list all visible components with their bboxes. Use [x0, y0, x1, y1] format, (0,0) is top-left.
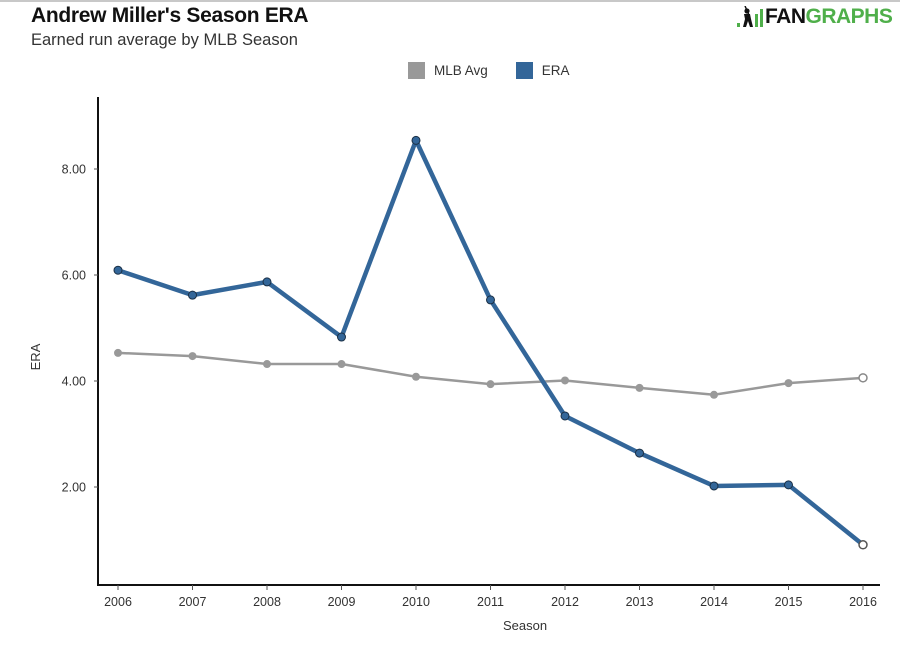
x-tick-label: 2016 — [849, 595, 877, 609]
legend-label-era: ERA — [541, 63, 570, 78]
data-point-era — [709, 481, 719, 491]
y-axis-title: ERA — [28, 343, 43, 370]
y-tick-label: 8.00 — [62, 163, 86, 177]
data-point-era — [411, 135, 421, 145]
data-point-era — [188, 290, 197, 300]
chart-subtitle: Earned run average by MLB Season — [31, 31, 298, 49]
data-point-mlb-avg — [412, 372, 420, 381]
x-tick-label: 2012 — [551, 595, 579, 609]
data-point-era — [560, 411, 570, 421]
data-point-mlb-avg — [114, 348, 122, 357]
x-axis-title: Season — [503, 618, 547, 633]
data-point-mlb-avg — [561, 376, 569, 385]
legend-item-era[interactable]: ERA — [515, 62, 570, 79]
y-tick-label: 2.00 — [62, 481, 86, 495]
series-line-mlb-avg — [116, 351, 865, 397]
data-point-era — [113, 265, 123, 275]
x-tick-label: 2006 — [104, 595, 132, 609]
batter-silhouette-icon — [737, 5, 765, 28]
y-tick-label: 4.00 — [62, 375, 86, 389]
legend-item-mlb-avg[interactable]: MLB Avg — [408, 62, 488, 79]
logo-text-fan: FAN — [765, 5, 806, 28]
data-point-era — [486, 295, 495, 305]
data-point-era — [262, 277, 272, 287]
data-point-mlb-avg — [337, 360, 346, 369]
data-point-era — [858, 540, 868, 550]
x-tick-label: 2010 — [402, 595, 430, 609]
fangraphs-logo: FANGRAPHS — [737, 5, 893, 29]
data-point-era — [635, 448, 644, 458]
x-tick-label: 2014 — [700, 595, 728, 609]
x-tick-label: 2008 — [253, 595, 281, 609]
data-point-mlb-avg — [858, 373, 868, 383]
x-tick-label: 2013 — [626, 595, 654, 609]
legend-label-mlb-avg: MLB Avg — [434, 63, 488, 78]
data-point-mlb-avg — [188, 352, 197, 361]
legend-swatch-era — [515, 62, 533, 79]
legend: MLB Avg ERA — [408, 62, 598, 79]
axes: 2.00 4.00 6.00 8.00 2006 2007 2008 2009 2010 2011… — [62, 97, 880, 609]
legend-swatch-mlb-avg — [408, 62, 425, 79]
data-point-mlb-avg — [784, 379, 793, 388]
top-border — [0, 0, 900, 2]
chart-title: Andrew Miller's Season ERA — [31, 4, 309, 27]
series-line-era — [115, 138, 866, 548]
data-point-mlb-avg — [486, 380, 495, 389]
y-tick-label: 6.00 — [62, 269, 86, 283]
logo-text-graphs: GRAPHS — [805, 5, 893, 28]
data-point-mlb-avg — [263, 360, 271, 369]
x-tick-label: 2007 — [179, 595, 207, 609]
series-layer — [113, 135, 868, 550]
x-tick-label: 2009 — [328, 595, 356, 609]
x-tick-label: 2015 — [775, 595, 803, 609]
data-point-mlb-avg — [635, 383, 644, 392]
data-point-mlb-avg — [710, 390, 718, 399]
data-point-era — [784, 480, 793, 490]
x-tick-label: 2011 — [477, 595, 504, 609]
data-point-era — [337, 332, 346, 342]
